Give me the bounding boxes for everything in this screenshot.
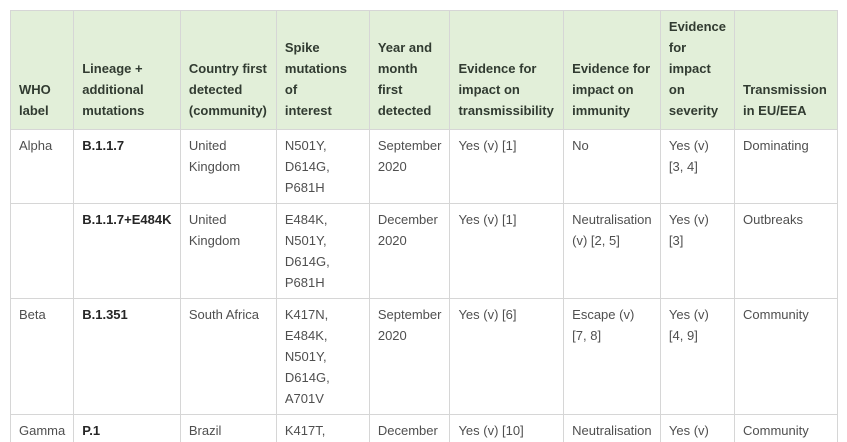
cell-year-month: December 2020: [368, 203, 451, 299]
table-row-alpha-e484k: B.1.1.7+E484K United Kingdom E484K, N501…: [10, 203, 838, 299]
col-header-spike-mutations: Spike mutations of interest: [275, 10, 370, 130]
table-row-gamma: Gamma P.1 Brazil K417T, E484K, N501Y, D6…: [10, 414, 838, 442]
col-header-immunity: Evidence for impact on immunity: [563, 10, 661, 130]
cell-who-label: Gamma: [10, 414, 75, 442]
cell-severity: Yes (v) [4, 9]: [659, 298, 736, 415]
table-viewport: WHO label Lineage + additional mutations…: [10, 10, 838, 442]
cell-transmission-eu: Community: [734, 298, 838, 415]
col-header-country: Country first detected (community): [179, 10, 277, 130]
cell-spike-mutations: K417T, E484K, N501Y, D614G, H655Y: [275, 414, 370, 442]
cell-country: Brazil: [179, 414, 277, 442]
cell-spike-mutations: E484K, N501Y, D614G, P681H: [275, 203, 370, 299]
col-header-severity: Evidence for impact on severity: [659, 10, 736, 130]
col-header-transmission-eu: Transmission in EU/EEA: [734, 10, 838, 130]
table-row-alpha: Alpha B.1.1.7 United Kingdom N501Y, D614…: [10, 129, 838, 204]
table-row-beta: Beta B.1.351 South Africa K417N, E484K, …: [10, 298, 838, 415]
cell-transmissibility: Yes (v) [6]: [449, 298, 565, 415]
cell-transmission-eu: Dominating: [734, 129, 838, 204]
cell-immunity: Escape (v) [7, 8]: [563, 298, 661, 415]
cell-severity: Yes (v) [3, 4]: [659, 129, 736, 204]
cell-transmissibility: Yes (v) [10]: [449, 414, 565, 442]
cell-lineage: P.1: [73, 414, 181, 442]
cell-year-month: September 2020: [368, 129, 451, 204]
cell-country: United Kingdom: [179, 129, 277, 204]
col-header-transmissibility: Evidence for impact on transmissibility: [449, 10, 565, 130]
cell-lineage: B.1.1.7+E484K: [73, 203, 181, 299]
cell-who-label: [10, 203, 75, 299]
cell-year-month: December 2020: [368, 414, 451, 442]
cell-severity: Yes (v) [3]: [659, 203, 736, 299]
cell-transmission-eu: Community: [734, 414, 838, 442]
cell-severity: Yes (v) [4]: [659, 414, 736, 442]
cell-transmissibility: Yes (v) [1]: [449, 203, 565, 299]
cell-immunity: Neutralisation (v) [11]: [563, 414, 661, 442]
col-header-who-label: WHO label: [10, 10, 75, 130]
cell-country: South Africa: [179, 298, 277, 415]
col-header-lineage: Lineage + additional mutations: [73, 10, 181, 130]
cell-transmissibility: Yes (v) [1]: [449, 129, 565, 204]
cell-spike-mutations: N501Y, D614G, P681H: [275, 129, 370, 204]
cell-country: United Kingdom: [179, 203, 277, 299]
cell-year-month: September 2020: [368, 298, 451, 415]
table-header-row: WHO label Lineage + additional mutations…: [10, 10, 838, 130]
cell-spike-mutations: K417N, E484K, N501Y, D614G, A701V: [275, 298, 370, 415]
cell-lineage: B.1.1.7: [73, 129, 181, 204]
cell-immunity: Neutralisation (v) [2, 5]: [563, 203, 661, 299]
cell-who-label: Alpha: [10, 129, 75, 204]
cell-immunity: No: [563, 129, 661, 204]
cell-transmission-eu: Outbreaks: [734, 203, 838, 299]
cell-lineage: B.1.351: [73, 298, 181, 415]
col-header-year-month: Year and month first detected: [368, 10, 451, 130]
variants-of-concern-table: WHO label Lineage + additional mutations…: [10, 10, 838, 442]
cell-who-label: Beta: [10, 298, 75, 415]
